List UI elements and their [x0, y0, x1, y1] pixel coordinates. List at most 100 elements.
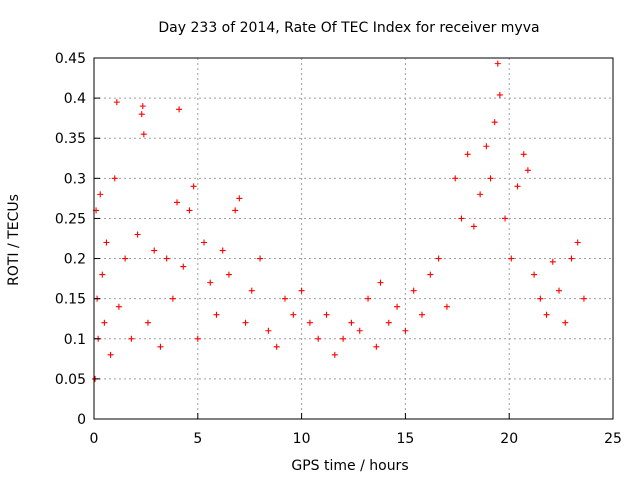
data-point-0-83 — [568, 255, 575, 262]
data-point-0-71 — [496, 91, 503, 98]
data-point-0-7 — [103, 239, 110, 246]
data-point-0-78 — [537, 295, 544, 302]
data-point-0-9 — [111, 175, 118, 182]
chart-title: Day 233 of 2014, Rate Of TEC Index for r… — [158, 20, 539, 36]
data-point-0-49 — [348, 319, 355, 326]
data-point-0-44 — [306, 319, 313, 326]
data-point-0-4 — [97, 191, 104, 198]
y-tick-label: 0.45 — [55, 51, 86, 67]
y-tick-label: 0.35 — [55, 131, 86, 147]
data-point-0-73 — [508, 255, 515, 262]
data-point-0-53 — [377, 279, 384, 286]
data-point-0-32 — [219, 247, 226, 254]
data-point-0-27 — [190, 183, 197, 190]
data-point-0-40 — [273, 343, 280, 350]
y-tick-label: 0.1 — [64, 332, 86, 348]
x-tick-label: 15 — [396, 431, 414, 447]
data-point-0-39 — [265, 327, 272, 334]
data-point-0-21 — [163, 255, 170, 262]
data-point-0-60 — [435, 255, 442, 262]
x-tick-label: 20 — [500, 431, 518, 447]
data-point-0-67 — [483, 143, 490, 150]
data-point-0-77 — [531, 271, 538, 278]
data-point-0-12 — [122, 255, 129, 262]
data-point-0-45 — [315, 335, 322, 342]
data-point-0-58 — [419, 311, 426, 318]
data-point-0-50 — [356, 327, 363, 334]
data-point-0-28 — [194, 335, 201, 342]
x-tick-label: 5 — [193, 431, 202, 447]
data-point-0-65 — [470, 223, 477, 230]
data-point-0-56 — [402, 327, 409, 334]
data-point-0-25 — [180, 263, 187, 270]
x-axis-ticks: 0 5 10 15 20 25 — [90, 413, 622, 447]
data-point-0-26 — [186, 207, 193, 214]
data-point-0-37 — [248, 287, 255, 294]
data-point-0-11 — [115, 303, 122, 310]
data-point-0-55 — [394, 303, 401, 310]
data-point-0-33 — [225, 271, 232, 278]
data-point-0-42 — [290, 311, 297, 318]
data-point-0-79 — [543, 311, 550, 318]
data-point-0-47 — [331, 351, 338, 358]
data-point-0-20 — [157, 343, 164, 350]
x-tick-label: 0 — [90, 431, 99, 447]
data-point-0-31 — [213, 311, 220, 318]
data-point-0-10 — [113, 99, 120, 106]
data-point-0-15 — [138, 111, 145, 118]
data-point-0-6 — [101, 319, 108, 326]
data-point-0-68 — [487, 175, 494, 182]
data-point-0-38 — [257, 255, 264, 262]
data-points — [92, 60, 587, 382]
y-tick-label: 0.4 — [64, 91, 86, 107]
data-point-0-30 — [207, 279, 214, 286]
data-point-0-22 — [169, 295, 176, 302]
data-point-0-34 — [232, 207, 239, 214]
data-point-0-29 — [201, 239, 208, 246]
y-tick-label: 0.25 — [55, 211, 86, 227]
data-point-0-48 — [340, 335, 347, 342]
data-point-0-16 — [139, 103, 146, 110]
x-tick-label: 25 — [604, 431, 622, 447]
data-point-0-84 — [574, 239, 581, 246]
data-point-0-80 — [549, 258, 556, 265]
data-point-0-5 — [99, 271, 106, 278]
data-point-0-8 — [107, 351, 114, 358]
data-point-0-54 — [385, 319, 392, 326]
y-tick-label: 0.05 — [55, 372, 86, 388]
data-point-0-70 — [494, 60, 501, 67]
data-point-0-43 — [298, 287, 305, 294]
data-point-0-64 — [464, 151, 471, 158]
data-point-0-46 — [323, 311, 330, 318]
data-point-0-74 — [514, 183, 521, 190]
data-point-0-19 — [151, 247, 158, 254]
data-point-0-82 — [562, 319, 569, 326]
data-point-0-35 — [236, 195, 243, 202]
data-point-0-57 — [410, 287, 417, 294]
plot-frame — [93, 57, 614, 420]
y-tick-label: 0.2 — [64, 252, 86, 268]
data-point-0-85 — [580, 295, 587, 302]
data-point-0-24 — [176, 106, 183, 113]
y-tick-label: 0.15 — [55, 292, 86, 308]
data-point-0-17 — [140, 131, 147, 138]
y-tick-label: 0.3 — [64, 171, 86, 187]
data-point-0-52 — [373, 343, 380, 350]
data-point-0-14 — [134, 231, 141, 238]
data-point-0-69 — [491, 119, 498, 126]
x-tick-label: 10 — [293, 431, 311, 447]
data-point-0-18 — [144, 319, 151, 326]
data-point-0-62 — [452, 175, 459, 182]
y-tick-label: 0 — [77, 412, 86, 428]
data-point-0-66 — [477, 191, 484, 198]
y-axis-label: ROTI / TECUs — [6, 194, 22, 286]
data-point-0-51 — [365, 295, 372, 302]
data-point-0-61 — [443, 303, 450, 310]
data-point-0-75 — [520, 151, 527, 158]
grid-lines — [94, 58, 613, 419]
x-axis-label: GPS time / hours — [291, 458, 408, 474]
data-point-0-81 — [556, 287, 563, 294]
data-point-0-36 — [242, 319, 249, 326]
y-axis-ticks: 0 0.05 0.1 0.15 0.2 0.25 0.3 0.35 0.4 0.45 — [55, 51, 100, 428]
